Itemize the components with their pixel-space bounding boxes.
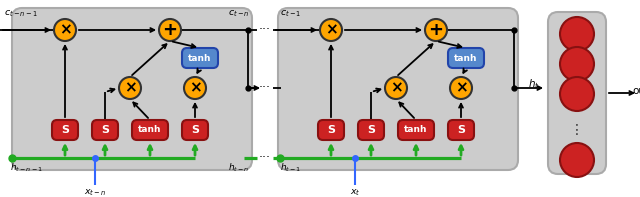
Text: S: S [327, 125, 335, 135]
FancyBboxPatch shape [182, 48, 218, 68]
Text: ×: × [390, 81, 403, 96]
Circle shape [560, 143, 594, 177]
FancyBboxPatch shape [278, 8, 518, 170]
Text: $h_{t-1}$: $h_{t-1}$ [280, 162, 301, 174]
FancyBboxPatch shape [548, 12, 606, 174]
Text: ×: × [59, 22, 72, 37]
Text: ···: ··· [259, 151, 271, 164]
FancyBboxPatch shape [448, 120, 474, 140]
Circle shape [159, 19, 181, 41]
Circle shape [184, 77, 206, 99]
Text: S: S [61, 125, 69, 135]
FancyBboxPatch shape [12, 8, 252, 170]
Text: S: S [101, 125, 109, 135]
Text: ⋮: ⋮ [570, 123, 584, 137]
Text: S: S [191, 125, 199, 135]
Circle shape [560, 17, 594, 51]
Circle shape [320, 19, 342, 41]
Text: ···: ··· [259, 82, 271, 95]
Text: ···: ··· [259, 23, 271, 36]
Circle shape [560, 47, 594, 81]
FancyBboxPatch shape [132, 120, 168, 140]
Text: $h_{t-n-1}$: $h_{t-n-1}$ [10, 162, 43, 174]
Text: $c_{t-n}$: $c_{t-n}$ [228, 9, 250, 19]
Text: $h_t$: $h_t$ [529, 77, 540, 91]
Text: $c_{t-1}$: $c_{t-1}$ [280, 9, 301, 19]
Circle shape [560, 77, 594, 111]
Circle shape [119, 77, 141, 99]
FancyBboxPatch shape [182, 120, 208, 140]
Circle shape [54, 19, 76, 41]
Circle shape [385, 77, 407, 99]
FancyBboxPatch shape [448, 48, 484, 68]
Text: ×: × [454, 81, 467, 96]
Circle shape [450, 77, 472, 99]
Text: ×: × [124, 81, 136, 96]
Text: ×: × [189, 81, 202, 96]
Text: ×: × [324, 22, 337, 37]
Text: +: + [163, 21, 177, 39]
Text: +: + [429, 21, 444, 39]
Text: $x_t$: $x_t$ [349, 188, 360, 197]
Circle shape [425, 19, 447, 41]
FancyBboxPatch shape [398, 120, 434, 140]
FancyBboxPatch shape [52, 120, 78, 140]
FancyBboxPatch shape [92, 120, 118, 140]
Text: tanh: tanh [138, 125, 162, 135]
Text: $x_{t-n}$: $x_{t-n}$ [84, 188, 106, 197]
Text: S: S [367, 125, 375, 135]
Text: tanh: tanh [404, 125, 428, 135]
Text: $h_{t-n}$: $h_{t-n}$ [228, 162, 250, 174]
FancyBboxPatch shape [358, 120, 384, 140]
Text: tanh: tanh [454, 54, 477, 62]
Text: S: S [457, 125, 465, 135]
Text: out: out [632, 86, 640, 96]
Text: $c_{t-n-1}$: $c_{t-n-1}$ [4, 9, 38, 19]
FancyBboxPatch shape [318, 120, 344, 140]
Text: tanh: tanh [188, 54, 212, 62]
